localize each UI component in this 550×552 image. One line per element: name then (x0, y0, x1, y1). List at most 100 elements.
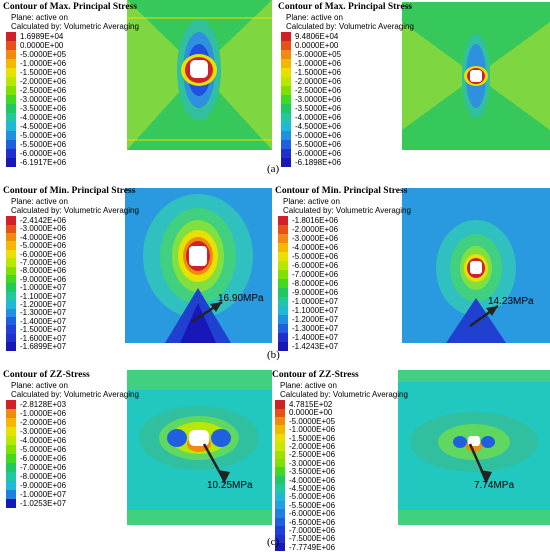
legend-swatch (6, 131, 16, 140)
legend-swatch (281, 77, 291, 86)
legend-entry: -1.3000E+07 (6, 308, 66, 317)
legend-swatch (6, 427, 16, 436)
legend-swatch (6, 325, 16, 334)
legend-entry: -7.5000E+06 (275, 534, 335, 543)
legend-swatch (6, 59, 16, 68)
legend-entry: -1.1000E+07 (6, 292, 66, 301)
legend-entry: -5.0000E+05 (6, 50, 66, 59)
legend-entry: -3.5000E+06 (275, 467, 335, 476)
legend-value: -1.5000E+06 (295, 68, 342, 77)
legend-entry: -6.1917E+06 (6, 158, 66, 167)
legend-value: 0.0000E+00 (289, 408, 333, 418)
legend-plane: Plane: active on (286, 13, 343, 22)
legend-value: -7.0000E+06 (20, 258, 67, 267)
legend-entry: 0.0000E+00 (275, 408, 332, 417)
legend-value: -5.0000E+06 (20, 131, 67, 140)
legend-swatch (281, 86, 291, 95)
legend-entry: -3.5000E+06 (281, 104, 341, 113)
legend-swatch (281, 50, 291, 59)
legend-value: -5.5000E+06 (295, 140, 342, 149)
legend-value: -1.1000E+07 (292, 306, 339, 315)
legend-entry: -6.0000E+06 (278, 261, 338, 270)
legend-value: -1.0000E+06 (20, 409, 67, 418)
legend-entry: -9.0000E+06 (6, 481, 66, 490)
legend-entry: -6.5000E+06 (275, 518, 335, 527)
max-principal-contour-right (402, 2, 550, 150)
legend-swatch (275, 526, 285, 535)
legend-entry: -1.0253E+07 (6, 499, 66, 508)
legend-value: -7.0000E+06 (289, 526, 336, 535)
legend-entry: -2.5000E+06 (6, 86, 66, 95)
legend-entry: -3.0000E+06 (278, 234, 338, 243)
legend-entry: -2.5000E+06 (275, 450, 335, 459)
legend-swatch (278, 279, 288, 288)
legend-entry: 9.4806E+04 (281, 32, 338, 41)
legend-swatch (6, 149, 16, 158)
stress-annotation-left: 16.90MPa (218, 293, 264, 304)
legend-entry: -1.3000E+07 (278, 324, 338, 333)
legend-value: -1.6899E+07 (20, 342, 67, 351)
zz-stress-contour-right (398, 370, 550, 525)
legend-swatch (6, 249, 16, 259)
legend-entry: -6.0000E+06 (281, 149, 341, 158)
legend-value: -8.0000E+06 (20, 266, 67, 276)
legend-entry: -9.0000E+06 (6, 275, 66, 284)
legend-value: -6.0000E+06 (20, 249, 67, 259)
legend-entry: -9.0000E+06 (278, 288, 338, 297)
legend-value: -1.4000E+07 (20, 316, 67, 326)
legend-swatch (6, 122, 16, 131)
legend-title: Contour of Min. Principal Stress (275, 186, 408, 196)
legend-swatch (275, 543, 285, 552)
legend-swatch (278, 261, 288, 270)
legend-swatch (6, 41, 16, 50)
legend-swatch (6, 258, 16, 267)
legend-value: -3.5000E+06 (20, 104, 67, 113)
legend-swatch (6, 233, 16, 242)
legend-value: -5.0000E+05 (289, 416, 336, 426)
legend-value: -4.0000E+06 (295, 113, 342, 122)
legend-swatch (281, 140, 291, 149)
legend-entry: -6.0000E+06 (6, 454, 66, 463)
legend-value: -5.0000E+06 (289, 492, 336, 502)
legend-swatch (6, 342, 16, 351)
legend-swatch (278, 324, 288, 333)
legend-swatch (275, 442, 285, 451)
legend-entry: -2.8128E+03 (6, 400, 66, 409)
stress-arrow-left (191, 300, 223, 324)
legend-swatch (6, 266, 16, 276)
legend-value: -5.0000E+06 (20, 445, 67, 454)
legend-value: -3.0000E+06 (20, 427, 67, 436)
legend-zz-stress-left: Contour of ZZ-Stress Plane: active on Calc… (3, 370, 153, 540)
legend-value: -1.4000E+07 (292, 333, 339, 342)
legend-entry: -1.2000E+07 (6, 300, 66, 309)
legend-swatch (275, 450, 285, 460)
legend-value: -1.2000E+07 (20, 300, 67, 309)
legend-value: -1.0000E+07 (292, 297, 339, 306)
legend-swatch (6, 291, 16, 301)
legend-value: -6.5000E+06 (289, 517, 336, 527)
legend-entry: -5.0000E+05 (275, 417, 335, 426)
legend-swatch (6, 283, 16, 292)
legend-value: -6.1917E+06 (20, 158, 67, 167)
legend-entry: -6.0000E+06 (6, 250, 66, 259)
legend-swatch (278, 216, 288, 225)
legend-entry: 1.6989E+04 (6, 32, 63, 41)
legend-swatch (281, 149, 291, 158)
legend-swatch (6, 86, 16, 95)
legend-swatch (6, 481, 16, 490)
legend-entry: -3.0000E+06 (6, 224, 66, 233)
legend-title: Contour of ZZ-Stress (272, 370, 359, 380)
legend-value: -5.0000E+06 (295, 131, 342, 140)
stress-annotation-zz-left: 10.25MPa (207, 480, 253, 491)
legend-value: -3.0000E+06 (20, 224, 67, 234)
legend-value: -1.3000E+07 (292, 324, 339, 333)
legend-entry: -7.7749E+06 (275, 543, 335, 552)
legend-swatch (6, 158, 16, 167)
legend-value: -2.0000E+06 (289, 442, 336, 451)
legend-entry: -4.0000E+06 (281, 113, 341, 122)
legend-entry: -3.0000E+06 (6, 427, 66, 436)
stress-arrow-zz-right (468, 443, 492, 484)
legend-calc: Calculated by: Volumetric Averaging (286, 22, 414, 31)
legend-swatch (281, 32, 291, 41)
zz-stress-contour-left (127, 370, 272, 525)
